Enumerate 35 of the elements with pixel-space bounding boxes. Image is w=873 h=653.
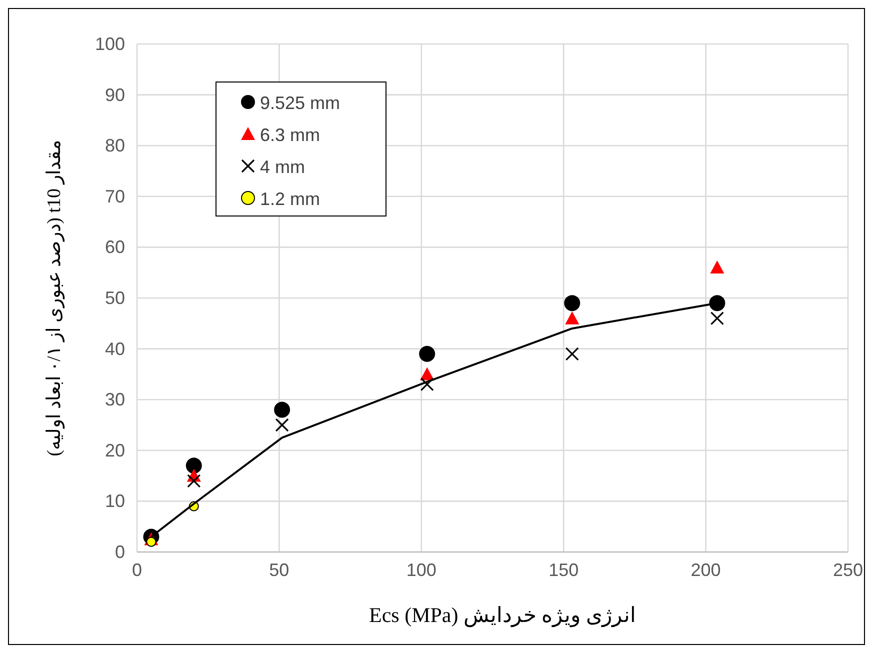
y-tick-label: 60 — [104, 237, 125, 258]
x-axis-title: انرژی ویژه خردایش Ecs (MPa) — [369, 603, 636, 628]
y-axis-title: مقدار t10 (درصد عبوری از ۰/۱ ابعاد اولیه) — [44, 140, 65, 456]
legend-label: 6.3 mm — [260, 125, 320, 145]
point — [564, 295, 580, 312]
y-tick-label: 80 — [104, 136, 125, 156]
y-tick-label: 100 — [94, 34, 125, 54]
y-tick-label: 40 — [104, 338, 125, 359]
y-tick-label: 20 — [104, 440, 125, 460]
x-tick-label: 250 — [832, 560, 864, 580]
x-tick-label: 100 — [406, 560, 436, 580]
point — [275, 418, 289, 432]
legend-label: 4 mm — [260, 157, 305, 177]
point — [565, 311, 580, 324]
y-tick-label: 90 — [104, 84, 125, 105]
point — [187, 474, 201, 488]
point — [710, 260, 724, 274]
point — [565, 347, 579, 361]
point — [420, 378, 434, 392]
point — [274, 402, 290, 418]
y-tick-label: 70 — [104, 186, 125, 206]
legend-label: 1.2 mm — [260, 189, 320, 209]
x-tick-label: 0 — [132, 560, 142, 580]
y-tick-label: 30 — [104, 390, 125, 410]
legend-label: 9.525 mm — [260, 93, 340, 113]
point — [419, 346, 436, 362]
y-tick-label: 10 — [104, 491, 125, 512]
x-tick-label: 200 — [690, 560, 721, 580]
point — [186, 458, 202, 474]
x-tick-label: 150 — [548, 560, 579, 580]
y-tick-label: 0 — [114, 542, 125, 562]
point — [710, 312, 724, 326]
point — [709, 295, 726, 312]
y-tick-label: 50 — [104, 288, 125, 308]
x-tick-label: 50 — [269, 560, 290, 580]
